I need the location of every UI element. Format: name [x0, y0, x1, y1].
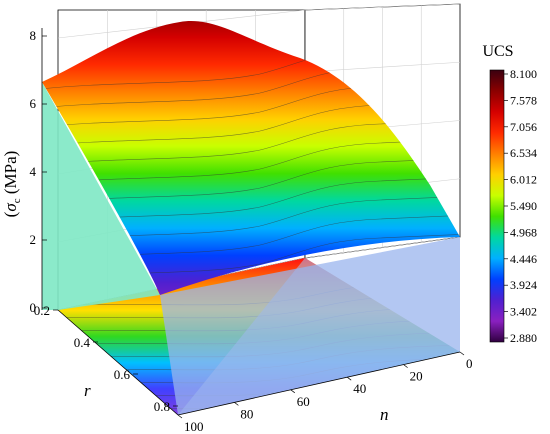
- n-tick-label: 0: [466, 356, 473, 371]
- n-tick-label: 100: [184, 419, 204, 434]
- n-axis-label: n: [380, 405, 389, 424]
- n-tick-mark: [346, 376, 352, 381]
- colorbar-tick-label: 6.534: [510, 146, 537, 160]
- n-tick-label: 60: [297, 394, 310, 409]
- colorbar: UCS 8.100 7.578 7.056 6.534 6.012 5.490 4.968 4…: [482, 43, 537, 345]
- colorbar-ticks: 8.100 7.578 7.056 6.534 6.012 5.490 4.968 4.446…: [504, 67, 537, 345]
- colorbar-tick-label: 6.012: [510, 173, 537, 187]
- colorbar-tick-label: 7.056: [510, 120, 537, 134]
- colorbar-gradient: [489, 69, 505, 343]
- z-tick-label: 6: [30, 96, 37, 111]
- colorbar-tick-label: 7.578: [510, 93, 537, 107]
- surface-contour: [42, 81, 460, 129]
- n-tick-label: 80: [240, 406, 253, 421]
- r-tick-label: 0.2: [34, 303, 50, 318]
- z-tick-label: 4: [30, 164, 37, 179]
- colorbar-tick-label: 5.490: [510, 199, 537, 213]
- n-tick-mark: [177, 414, 183, 419]
- colorbar-tick-label: 3.402: [510, 305, 537, 319]
- r-axis-label: r: [84, 381, 91, 400]
- z-tick-label: 2: [30, 232, 37, 247]
- r-axis-line: [57, 309, 179, 416]
- r-tick-label: 0.4: [74, 335, 91, 350]
- surface-contour: [42, 119, 460, 167]
- colorbar-tick-label: 8.100: [510, 67, 537, 81]
- colorbar-tick-label: 2.880: [510, 331, 537, 345]
- z-tick-label: 8: [30, 28, 37, 43]
- colorbar-tick-label: 3.924: [510, 278, 537, 292]
- n-tick-mark: [234, 402, 239, 406]
- n-tick-label: 20: [410, 369, 423, 384]
- z-axis-label: (σc (MPa): [1, 151, 23, 218]
- n-tick-mark: [459, 351, 465, 356]
- surface-contour: [42, 138, 460, 186]
- n-tick-label: 40: [353, 381, 366, 396]
- n-tick-mark: [290, 389, 296, 394]
- colorbar-tick-label: 4.446: [510, 252, 537, 266]
- z-tick-label: 0: [30, 300, 37, 315]
- colorbar-tick-label: 4.968: [510, 225, 537, 239]
- r-tick-label: 0.8: [154, 399, 170, 414]
- z-axis: 0 2 4 6 8: [30, 28, 47, 315]
- surface-contour: [42, 100, 460, 148]
- n-axis: 0 20 40 60 80 100: [177, 351, 473, 434]
- colorbar-title: UCS: [482, 43, 513, 60]
- n-tick-mark: [403, 364, 408, 368]
- surface-front-face: [160, 237, 460, 415]
- n-axis-line: [177, 351, 461, 416]
- r-axis: 0.2 0.4 0.6 0.8: [34, 303, 179, 416]
- surface-side-face: [42, 82, 160, 310]
- r-tick-label: 0.6: [114, 367, 131, 382]
